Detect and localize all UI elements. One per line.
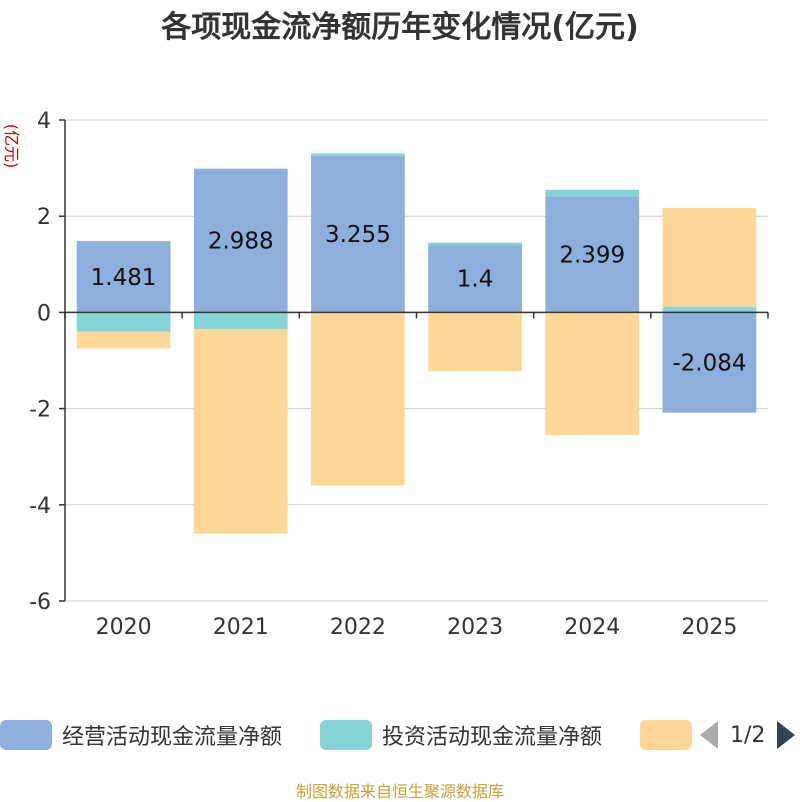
bar-2025-series-1	[662, 306, 757, 313]
y-tick-label: 0	[37, 301, 51, 326]
legend-swatch-investing	[320, 720, 372, 750]
legend-item-operating[interactable]: 经营活动现金流量净额	[0, 719, 282, 751]
legend-item-investing[interactable]: 投资活动现金流量净额	[320, 719, 602, 751]
legend-swatch-financing	[640, 720, 692, 750]
bar-2024-series-2	[545, 312, 640, 436]
legend: 经营活动现金流量净额 投资活动现金流量净额 1/2	[0, 715, 800, 755]
bar-2025-series-2	[662, 208, 757, 307]
bar-2023-series-0	[428, 245, 522, 313]
legend-pager: 1/2	[700, 719, 796, 751]
data-label-2022: 3.255	[325, 222, 391, 248]
legend-prev-page-icon[interactable]	[700, 721, 718, 749]
y-axis-unit-label: (亿元)	[2, 124, 21, 169]
x-tick-label-2020: 2020	[96, 615, 152, 640]
x-tick-label-2022: 2022	[330, 615, 386, 640]
data-source-note: 制图数据来自恒生聚源数据库	[295, 782, 504, 801]
bar-2024-series-1	[545, 189, 640, 198]
bar-2020-series-0	[76, 241, 171, 313]
bar-2023-series-1	[428, 242, 522, 246]
x-tick-label-2023: 2023	[447, 615, 503, 640]
x-tick-label-2025: 2025	[681, 615, 737, 640]
bar-2022-series-2	[311, 312, 405, 486]
bar-2021-series-0	[193, 168, 288, 313]
legend-next-page-icon[interactable]	[777, 721, 796, 749]
bar-2022-series-0	[311, 155, 405, 313]
y-tick-label: -2	[29, 398, 51, 423]
y-tick-label: -6	[29, 590, 51, 615]
bar-2025-series-0	[662, 312, 757, 413]
legend-swatch-operating	[0, 720, 52, 750]
stacked-bar-chart: 4 2 0 -2 -4 -6 1.481 2.988 3.255 1.4 2.399 -2.084 20…	[2, 109, 769, 640]
legend-label-operating: 经营活动现金流量净额	[62, 725, 283, 750]
legend-label-investing: 投资活动现金流量净额	[382, 725, 603, 750]
bar-2024-series-0	[545, 197, 640, 313]
x-tick-label-2021: 2021	[213, 615, 269, 640]
bar-2021-series-1	[193, 312, 288, 330]
y-tick-label: 2	[37, 205, 51, 230]
data-label-2025: -2.084	[672, 351, 746, 377]
data-label-2023: 1.4	[457, 267, 494, 293]
x-tick-label-2024: 2024	[564, 615, 620, 640]
legend-item-financing[interactable]	[640, 719, 702, 751]
bar-2021-series-2	[193, 329, 288, 534]
data-label-2020: 1.481	[91, 265, 157, 291]
legend-page-indicator: 1/2	[730, 722, 766, 748]
y-tick-label: 4	[37, 109, 51, 134]
data-label-2024: 2.399	[559, 243, 625, 269]
data-label-2021: 2.988	[208, 229, 274, 255]
y-tick-label: -4	[29, 494, 51, 519]
bar-2022-series-1	[311, 153, 405, 156]
bar-2023-series-2	[428, 312, 522, 372]
bar-2020-series-1	[76, 312, 171, 332]
chart-title: 各项现金流净额历年变化情况(亿元)	[161, 10, 639, 45]
bar-2020-series-2	[76, 331, 171, 349]
